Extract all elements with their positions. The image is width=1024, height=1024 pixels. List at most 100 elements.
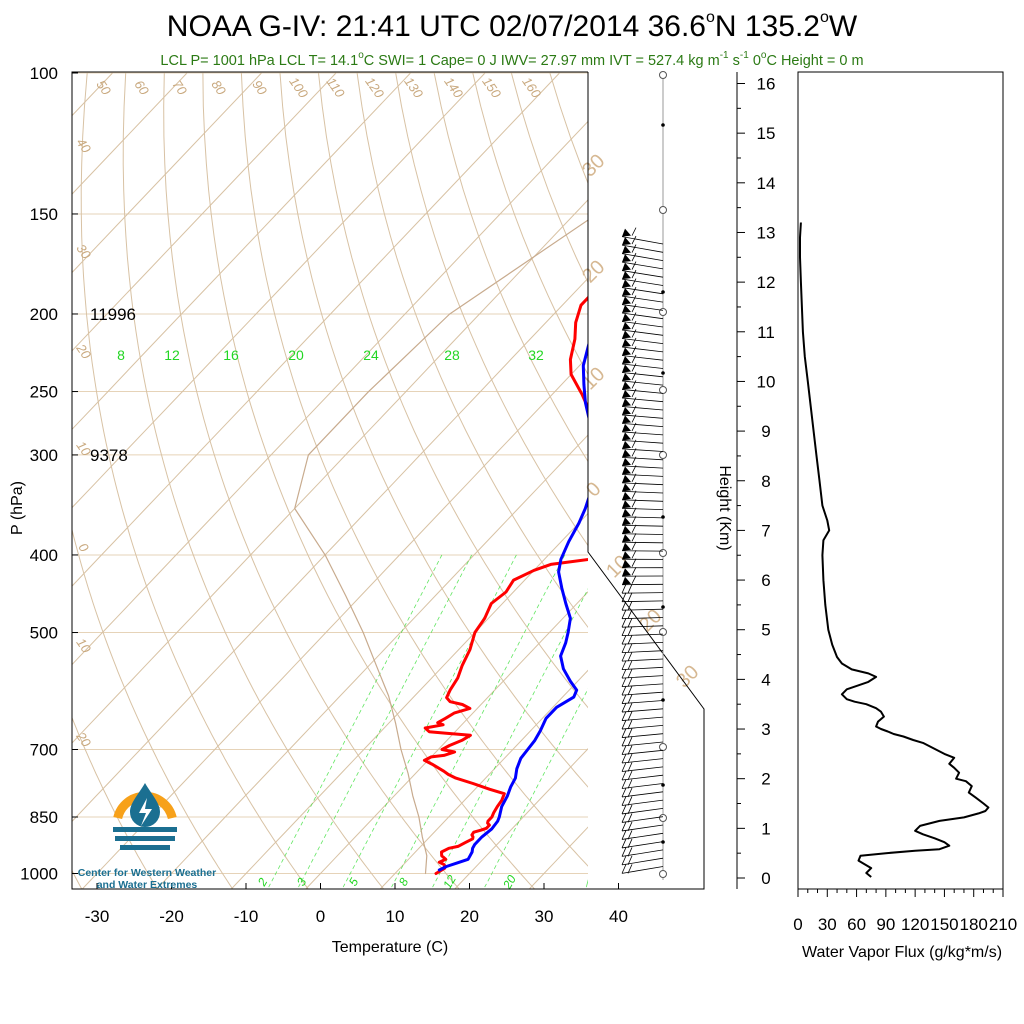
temperature-tick-label: -20 <box>159 907 184 926</box>
wind-barb-flag-icon <box>622 322 631 331</box>
wind-barb-feather <box>631 524 637 533</box>
skewt-background-lines <box>0 72 1024 891</box>
title-lat-suffix: N 135.2 <box>715 10 820 43</box>
skewt-frame <box>71 71 705 890</box>
wind-barb-staff <box>621 304 664 311</box>
wind-barb-feather <box>627 584 633 594</box>
wind-barb-feather <box>627 855 633 866</box>
wind-barb-feather <box>631 346 637 355</box>
mixing-ratio-label: 28 <box>444 347 460 363</box>
wind-barb-feather <box>621 813 627 823</box>
temperature-tick-label: 10 <box>386 907 405 926</box>
wind-barb-feather <box>627 830 633 840</box>
dry-adiabat-line <box>80 72 309 889</box>
wind-barb-feather <box>627 719 633 730</box>
dry-adiabat-line <box>472 72 588 376</box>
dry-adiabat-line <box>0 73 7 891</box>
wind-barb-feather <box>631 490 637 499</box>
dry-adiabat-label: 40 <box>73 135 94 156</box>
wind-barb-flag-icon <box>622 355 631 364</box>
skewt-series <box>294 219 588 875</box>
wind-barb-staff <box>621 741 664 747</box>
wind-barb-staff <box>621 321 664 328</box>
wind-barb-feather <box>627 651 633 662</box>
mixing-ratio-label: 24 <box>363 347 379 363</box>
flux-tick-label: 120 <box>901 915 929 934</box>
wind-barb-flag-icon <box>622 423 631 432</box>
isotherm-line <box>72 72 486 509</box>
wind-barb-feather <box>621 830 627 840</box>
wind-barb-staff <box>621 355 664 361</box>
skewt-frame-outline <box>71 71 705 890</box>
wind-barb-staff <box>621 423 664 427</box>
wind-barb-feather <box>627 745 633 755</box>
wind-barb-feather <box>627 796 633 806</box>
wind-barb-feather <box>627 711 633 721</box>
title-prefix: NOAA G-IV: 21:41 UTC 02/07/2014 36.6 <box>167 10 706 43</box>
isotherm-line <box>454 748 588 889</box>
wind-barb-feather <box>631 371 637 381</box>
wind-calm-marker <box>659 71 667 79</box>
flux-axis-label: Water Vapor Flux (g/kg*m/s) <box>802 944 1002 961</box>
mixing-ratio-lower-label: 8 <box>396 875 412 888</box>
flux-tick-label: 0 <box>793 915 802 934</box>
wind-barb-feather <box>631 558 637 567</box>
wind-barb-feather <box>621 584 627 594</box>
height-tick-label: 12 <box>757 273 776 292</box>
subtitle-g: C Height = 0 m <box>766 53 863 69</box>
wind-barb-feather <box>631 397 637 406</box>
isotherm-line <box>230 512 588 889</box>
dry-adiabat-label: 30 <box>73 241 94 262</box>
isotherm-line <box>602 73 1024 891</box>
temperature-tick-label: 40 <box>609 907 628 926</box>
mixing-ratio-label: 12 <box>164 347 180 363</box>
wind-barb-flag-icon <box>622 440 631 449</box>
wind-barb-flag-icon <box>622 364 631 373</box>
flux-series-line <box>799 222 990 878</box>
dry-adiabat-line <box>820 73 1024 891</box>
wind-level-marker <box>661 783 665 787</box>
pressure-tick-label: 1000 <box>20 865 58 884</box>
wind-barb-feather <box>631 227 637 236</box>
height-axis-label: Height (Km) <box>716 465 733 550</box>
wind-barb-staff <box>621 244 664 253</box>
wind-barb-flag-icon <box>622 254 631 263</box>
logo-wave-2-icon <box>115 836 175 841</box>
dry-adiabat-line <box>72 527 234 889</box>
flux-frame-outline <box>797 71 1004 890</box>
wind-barb-staff <box>621 633 664 637</box>
mixing-ratio-lower-label: 12 <box>440 872 459 891</box>
pressure-tick-label: 250 <box>30 383 58 402</box>
wind-barb-staff <box>621 691 664 696</box>
mixing-ratio-label: 20 <box>288 347 304 363</box>
wind-barb-feather <box>627 634 633 645</box>
wind-barb-feather <box>621 660 627 670</box>
wind-barb-staff <box>621 397 664 403</box>
flux-tick-label: 60 <box>847 915 866 934</box>
wind-barb-flag-icon <box>622 245 631 254</box>
temperature-tick-label: 20 <box>460 907 479 926</box>
subtitle-e: -1 <box>740 50 749 61</box>
mixing-ratio-label: 16 <box>223 347 239 363</box>
wind-barb-staff <box>621 733 664 738</box>
mixing-ratio-dashed-line <box>268 554 443 888</box>
wind-level-marker <box>661 290 665 294</box>
wind-barb-feather <box>627 643 633 653</box>
dry-adiabat-label: 70 <box>169 77 190 98</box>
logo-lightning-icon <box>139 798 152 826</box>
wind-barb-feather <box>627 779 633 789</box>
mixing-ratio-lower-label: 5 <box>346 875 362 888</box>
wind-barb-feather <box>631 473 637 483</box>
wind-calm-marker <box>659 206 667 214</box>
mixing-ratio-lower-label: 20 <box>500 872 519 892</box>
isotherm-line <box>72 277 588 823</box>
isotherm-line <box>72 72 560 587</box>
dry-adiabat-label: 90 <box>249 77 270 98</box>
wind-barb-flag-icon <box>622 296 631 305</box>
wind-barb-feather <box>621 592 627 602</box>
wind-barb-feather <box>621 601 627 611</box>
wind-barb-feather <box>621 804 627 815</box>
wind-barb-staff <box>621 524 664 527</box>
wind-barb-staff <box>621 414 664 419</box>
